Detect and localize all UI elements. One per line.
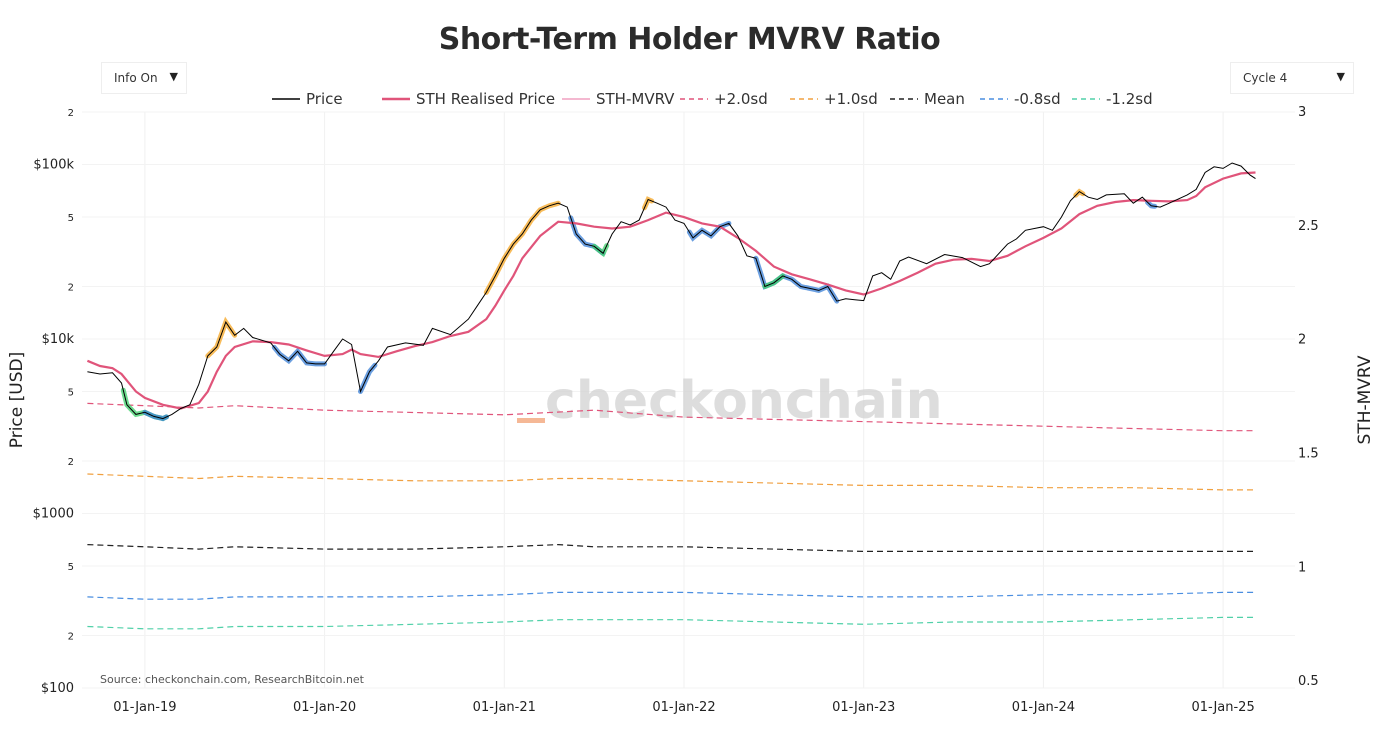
y-axis-left: $100 2 5 $1000 2 5 $10k 2 5 $100k 2 bbox=[33, 108, 75, 696]
y-axis-right: 0.5 1 1.5 2 2.5 3 bbox=[1298, 105, 1319, 689]
y-axis-left-title: Price [USD] bbox=[7, 352, 27, 448]
legend-label: Mean bbox=[924, 90, 965, 108]
cycle-dropdown-label: Cycle 4 bbox=[1243, 71, 1288, 85]
legend-item-sd_plus1[interactable]: +1.0sd bbox=[790, 90, 878, 108]
sth-realised-price-line bbox=[86, 171, 1256, 410]
cycle-dropdown[interactable]: Cycle 4 ▼ bbox=[1230, 62, 1354, 94]
legend-item-mean[interactable]: Mean bbox=[890, 90, 965, 108]
chart-title: Short-Term Holder MVRV Ratio bbox=[438, 22, 941, 57]
y-left-tick-label: $100 bbox=[41, 681, 74, 696]
band-line-sd_minus12 bbox=[87, 616, 1256, 630]
source-note: Source: checkonchain.com, ResearchBitcoi… bbox=[100, 673, 365, 686]
legend-label: +1.0sd bbox=[824, 90, 878, 108]
legend-item-price[interactable]: Price bbox=[272, 90, 343, 108]
y-right-tick-label: 1.5 bbox=[1298, 447, 1319, 462]
x-tick-label: 01-Jan-24 bbox=[1012, 700, 1075, 715]
y-right-tick-label: 0.5 bbox=[1298, 674, 1319, 689]
legend-item-sd_minus12[interactable]: -1.2sd bbox=[1072, 90, 1153, 108]
chevron-down-icon: ▼ bbox=[1336, 70, 1345, 83]
grid bbox=[82, 111, 1295, 689]
info-dropdown-label: Info On bbox=[114, 71, 158, 85]
band-line-sd_plus1 bbox=[87, 473, 1256, 491]
zone-cool bbox=[753, 255, 840, 304]
y-right-tick-label: 1 bbox=[1298, 560, 1306, 575]
y-left-tick-label: 2 bbox=[68, 282, 74, 293]
x-axis: 01-Jan-19 01-Jan-20 01-Jan-21 01-Jan-22 01-J… bbox=[113, 700, 1254, 715]
y-left-tick-label: $10k bbox=[42, 332, 75, 347]
x-tick-label: 01-Jan-20 bbox=[293, 700, 356, 715]
y-right-tick-label: 3 bbox=[1298, 105, 1306, 120]
x-tick-label: 01-Jan-22 bbox=[652, 700, 715, 715]
y-left-tick-label: 5 bbox=[68, 388, 74, 399]
y-left-tick-label: 2 bbox=[68, 457, 74, 468]
legend-item-sd_minus08[interactable]: -0.8sd bbox=[980, 90, 1061, 108]
y-left-tick-label: 5 bbox=[68, 213, 74, 224]
watermark: checkonchain bbox=[517, 371, 943, 431]
y-left-tick-label: $100k bbox=[33, 158, 74, 173]
y-right-tick-label: 2.5 bbox=[1298, 219, 1319, 234]
legend-label: Price bbox=[306, 90, 343, 108]
price-line bbox=[87, 162, 1256, 420]
y-axis-right-title: STH-MVRV bbox=[1355, 355, 1375, 444]
y-left-tick-label: $1000 bbox=[33, 507, 74, 522]
legend-item-sd_plus2[interactable]: +2.0sd bbox=[680, 90, 768, 108]
price-lines bbox=[86, 162, 1256, 420]
x-tick-label: 01-Jan-25 bbox=[1192, 700, 1255, 715]
legend[interactable]: Price STH Realised Price STH-MVRV +2.0sd +1.… bbox=[272, 90, 1153, 108]
watermark-mark bbox=[517, 418, 545, 423]
legend-label: STH Realised Price bbox=[416, 90, 555, 108]
x-tick-label: 01-Jan-21 bbox=[473, 700, 536, 715]
y-left-tick-label: 2 bbox=[68, 631, 74, 642]
legend-label: +2.0sd bbox=[714, 90, 768, 108]
y-right-tick-label: 2 bbox=[1298, 333, 1306, 348]
sd-bands bbox=[87, 402, 1256, 630]
legend-label: -0.8sd bbox=[1014, 90, 1061, 108]
y-left-tick-label: 2 bbox=[68, 108, 74, 119]
legend-item-mvrv[interactable]: STH-MVRV bbox=[562, 90, 675, 108]
y-left-tick-label: 5 bbox=[68, 562, 74, 573]
legend-label: STH-MVRV bbox=[596, 90, 675, 108]
band-line-mean bbox=[87, 543, 1256, 552]
legend-item-realised[interactable]: STH Realised Price bbox=[382, 90, 555, 108]
band-line-sd_minus08 bbox=[87, 591, 1256, 600]
x-tick-label: 01-Jan-23 bbox=[832, 700, 895, 715]
legend-label: -1.2sd bbox=[1106, 90, 1153, 108]
chevron-down-icon: ▼ bbox=[169, 70, 178, 83]
watermark-text: checkonchain bbox=[545, 371, 943, 431]
x-tick-label: 01-Jan-19 bbox=[113, 700, 176, 715]
info-dropdown[interactable]: Info On ▼ bbox=[101, 62, 187, 94]
band-line-sd_plus2 bbox=[87, 402, 1256, 432]
